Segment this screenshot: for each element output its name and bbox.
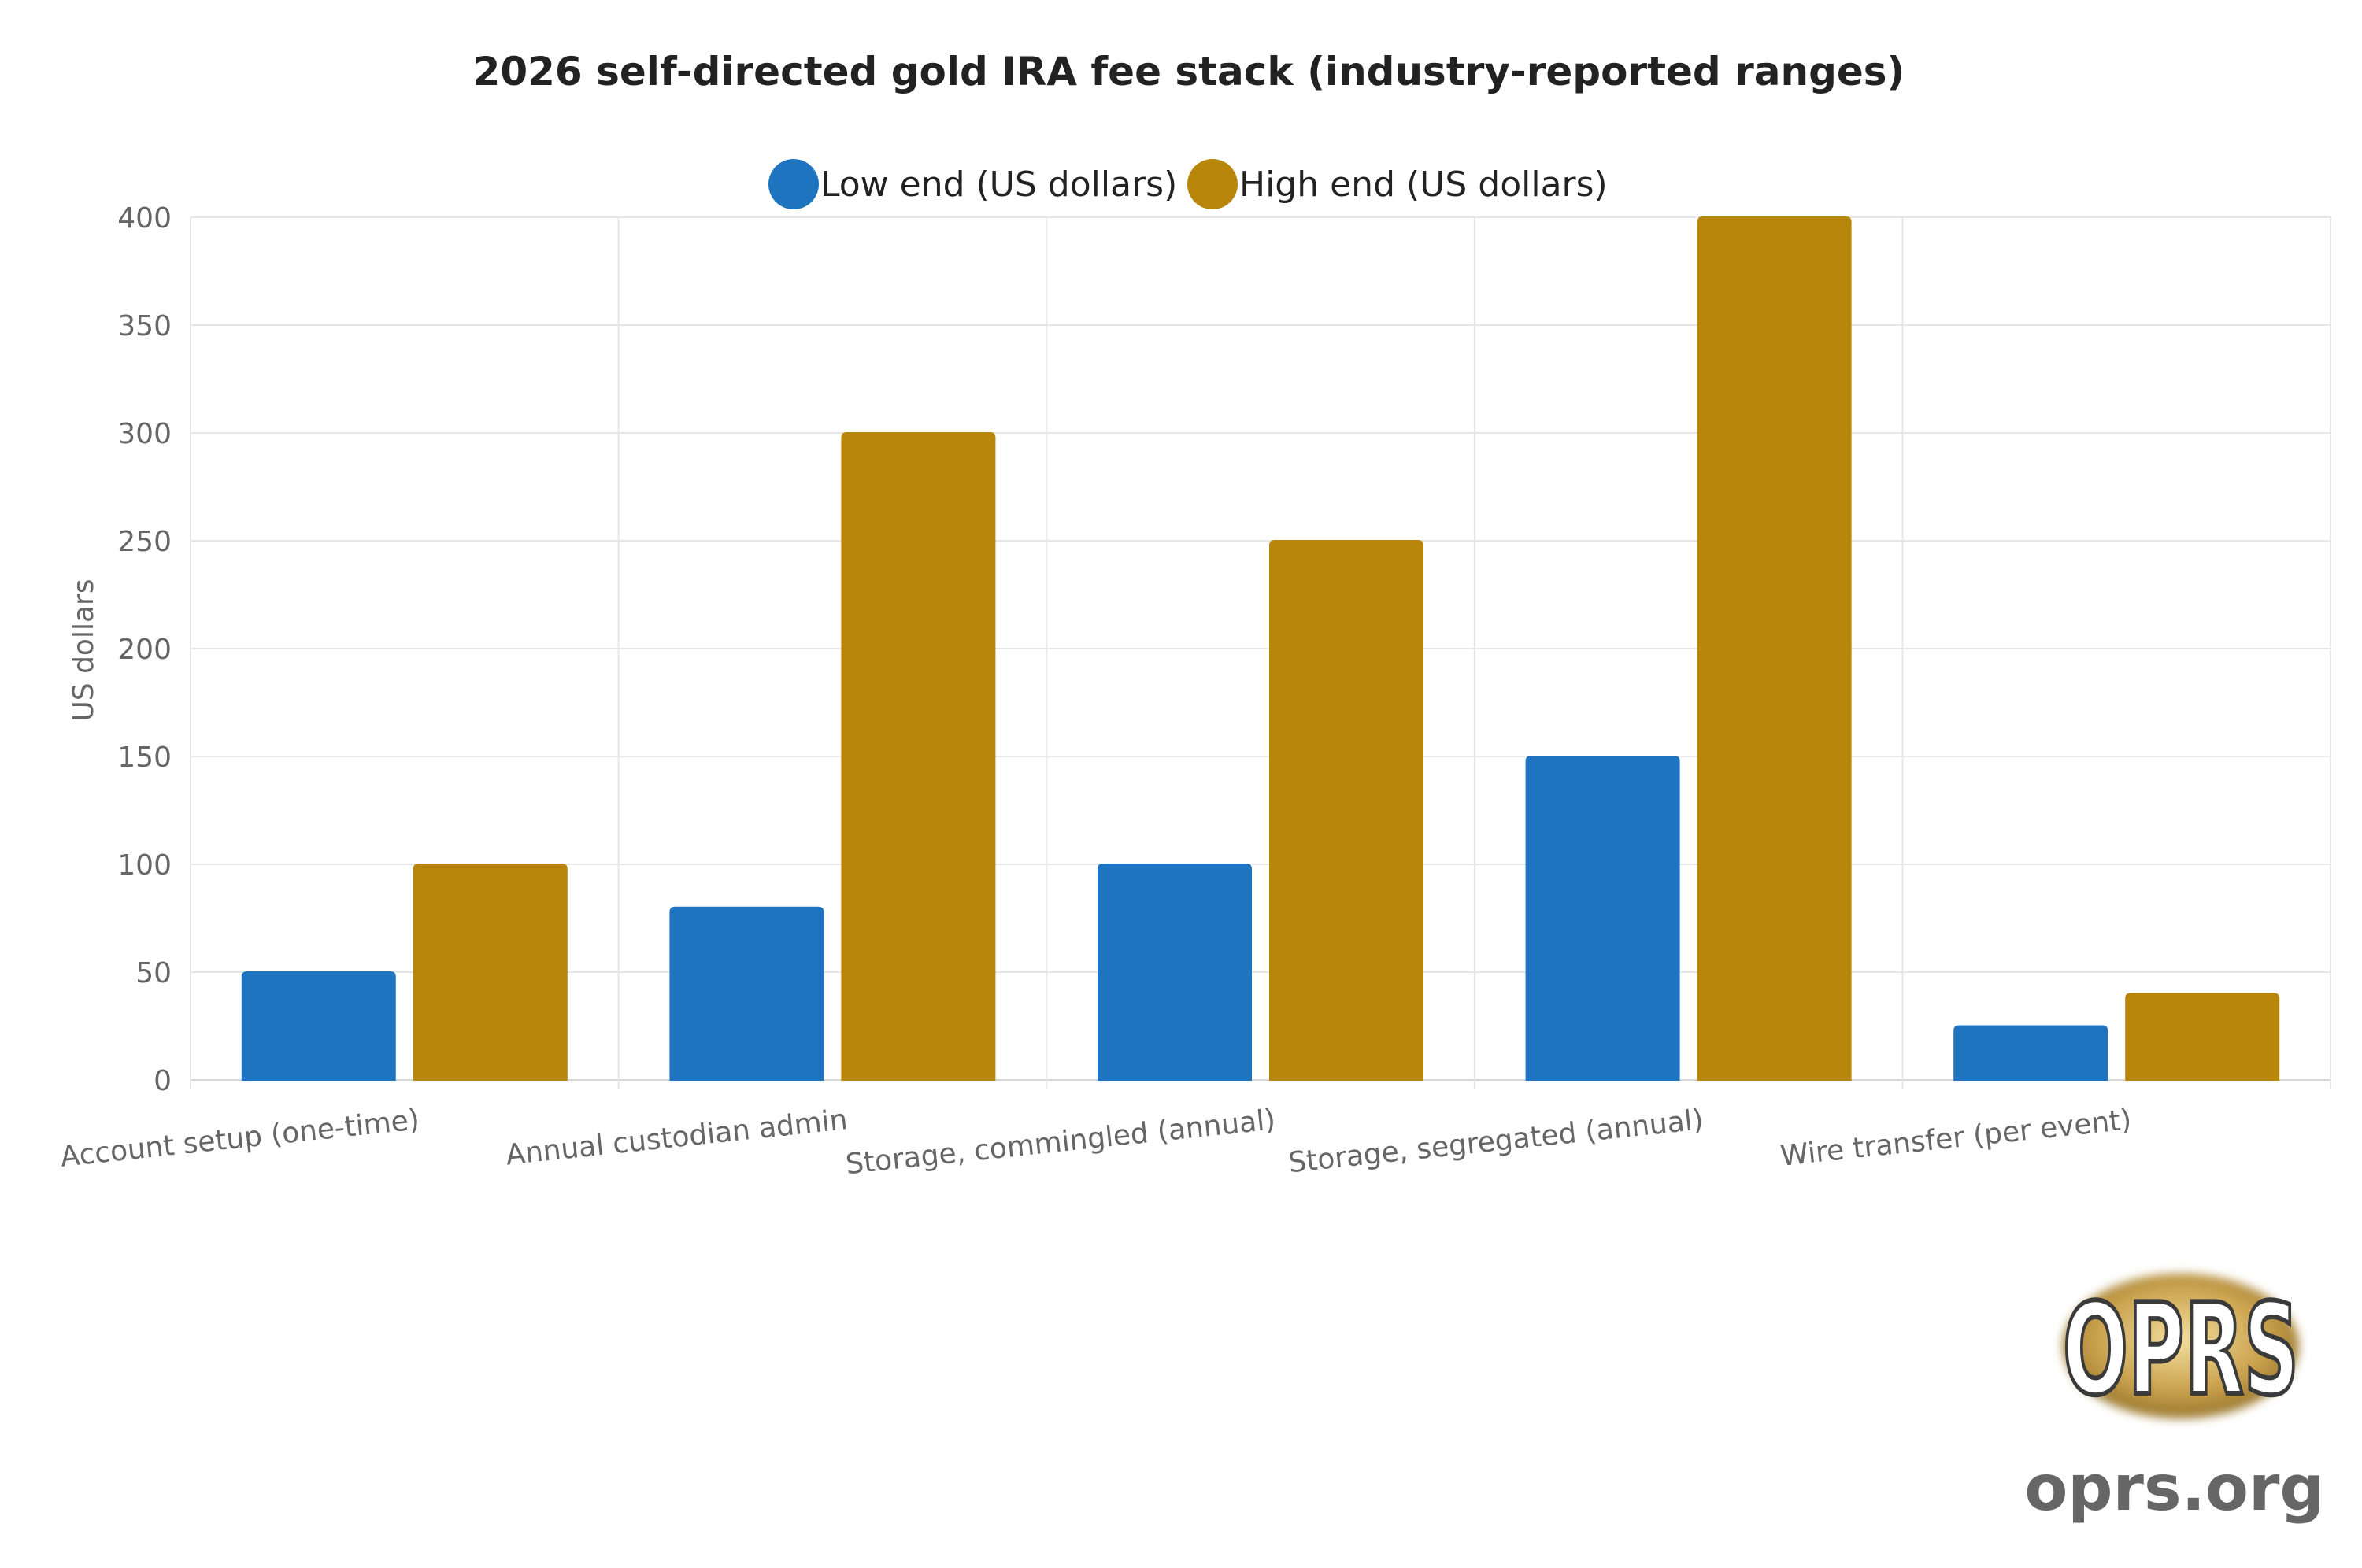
bar-low-end [1525,756,1680,1081]
watermark: OPRS oprs.org [2024,1274,2325,1525]
x-category-label: Account setup (one-time) [59,1104,421,1174]
y-tick-label: 100 [117,849,172,882]
bar-high-end [841,432,996,1081]
legend-swatch [768,159,819,209]
y-axis-title: US dollars [68,579,100,721]
y-tick-label: 350 [117,310,172,342]
bar-low-end [1953,1025,2108,1081]
y-tick-label: 0 [154,1065,172,1097]
logo-text: OPRS [2063,1276,2299,1423]
y-tick-label: 50 [135,957,172,989]
bar-high-end [1697,216,1852,1081]
y-tick-label: 150 [117,741,172,774]
chart-title: 2026 self-directed gold IRA fee stack (i… [473,49,1905,94]
x-axis-labels: Account setup (one-time) Annual custodian… [59,1104,2134,1181]
legend-swatch [1187,159,1238,209]
site-url-text: oprs.org [2024,1452,2324,1525]
bar-low-end [241,971,396,1081]
bar-low-end [1098,864,1252,1081]
bar-high-end [1269,540,1423,1081]
y-tick-label: 200 [117,634,172,666]
bar-low-end [669,906,824,1081]
legend-label: High end (US dollars) [1239,165,1608,205]
legend-label: Low end (US dollars) [820,165,1177,205]
x-category-label: Wire transfer (per event) [1779,1104,2133,1173]
bar-high-end [413,864,568,1081]
legend: Low end (US dollars) High end (US dollars… [768,159,1608,209]
x-category-label: Storage, segregated (annual) [1287,1104,1705,1179]
bars [241,216,2280,1081]
y-tick-label: 300 [117,418,172,450]
y-axis-ticks: 0 50 100 150 200 250 300 350 400 [117,202,172,1097]
x-category-label: Annual custodian admin [504,1104,849,1171]
y-tick-label: 400 [117,202,172,235]
logo-coin-icon [2063,1274,2299,1418]
x-category-label: Storage, commingled (annual) [844,1104,1277,1181]
y-tick-label: 250 [117,526,172,558]
bar-high-end [2125,993,2280,1081]
